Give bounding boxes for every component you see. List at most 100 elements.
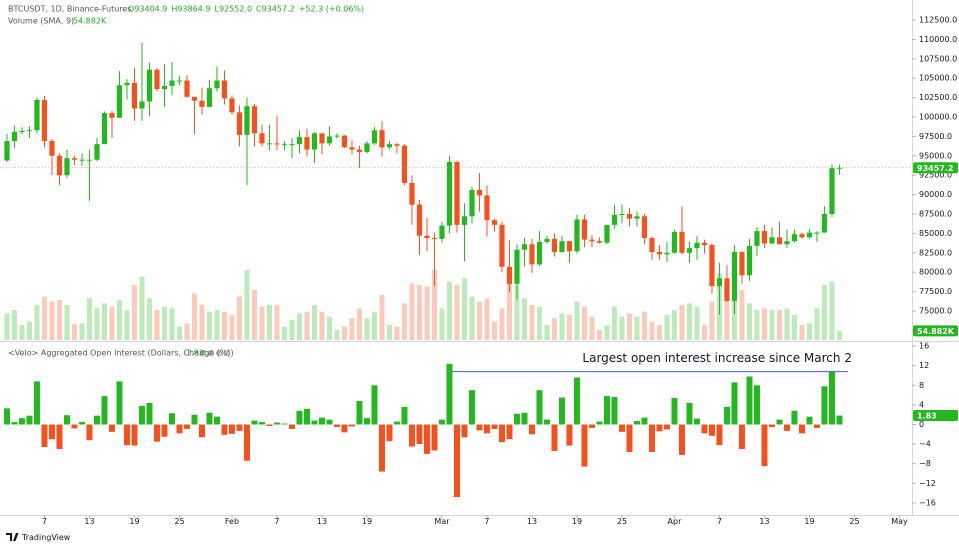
candle-body <box>236 112 243 135</box>
ohlc-value: C93457.2 <box>256 5 295 14</box>
oi-bar <box>521 412 528 425</box>
oi-bar <box>213 416 220 425</box>
oi-bar <box>228 424 235 434</box>
candle-body <box>326 136 333 144</box>
y-tick-label: 112500.0 <box>919 16 957 25</box>
volume-bar <box>671 310 677 340</box>
volume-bar <box>244 270 250 340</box>
volume-bar <box>214 310 220 340</box>
volume-bar <box>791 315 797 340</box>
volume-bar <box>341 326 347 340</box>
oi-bar <box>356 400 363 425</box>
ohlc-value: +52.3 (+0.06%) <box>299 5 364 14</box>
candle-body <box>596 241 603 243</box>
oi-bar <box>123 424 130 446</box>
candle-body <box>506 266 513 284</box>
volume-bar <box>446 281 452 340</box>
oi-bar <box>528 424 535 435</box>
volume-bar <box>131 285 137 340</box>
volume-bar <box>334 330 340 340</box>
volume-bar <box>686 303 692 340</box>
volume-bar <box>116 300 122 340</box>
candle-body <box>401 145 408 183</box>
oi-bar <box>423 424 430 454</box>
candle-body <box>559 241 565 253</box>
candle-body <box>641 216 648 239</box>
volume-bar <box>169 308 175 340</box>
oi-bar <box>731 382 738 425</box>
y-tick-label: 102500.0 <box>919 93 957 102</box>
volume-bar <box>199 305 205 340</box>
y-tick-label: −16 <box>919 498 936 507</box>
oi-bar <box>641 417 648 425</box>
candle-body <box>41 99 48 142</box>
legend-icons <box>200 350 230 356</box>
volume-bar <box>506 281 512 340</box>
x-tick-label: 7 <box>717 517 722 526</box>
oi-bar <box>273 422 280 425</box>
oi-bar <box>536 390 543 425</box>
oi-bar <box>393 421 400 425</box>
candle-body <box>836 167 843 169</box>
volume-bar <box>829 281 835 340</box>
oi-bar <box>603 396 610 425</box>
volume-bar <box>679 305 685 340</box>
candle-body <box>94 144 100 160</box>
oi-bar <box>648 424 655 452</box>
candle-body <box>791 234 798 242</box>
y-tick-label: 95000.0 <box>919 151 952 160</box>
candle-body <box>304 137 310 150</box>
oi-bar <box>146 402 153 425</box>
volume-bar <box>574 301 580 340</box>
oi-bar <box>93 415 100 425</box>
oi-bar <box>798 424 805 434</box>
volume-bar <box>34 305 40 340</box>
y-tick-label: 80000.0 <box>919 268 952 277</box>
volume-bar <box>656 325 662 340</box>
oi-bar <box>48 424 55 440</box>
volume-tag-bg <box>913 325 958 337</box>
oi-bar <box>153 424 160 442</box>
volume-bar <box>266 305 272 340</box>
oi-bar <box>26 415 33 425</box>
candle-body <box>634 216 640 219</box>
oi-bar <box>168 413 175 425</box>
oi-bar <box>78 422 85 425</box>
candle-body <box>259 133 265 144</box>
volume-bar <box>566 315 572 340</box>
candle-body <box>776 237 783 245</box>
oi-bar <box>101 396 108 425</box>
volume-bar <box>626 313 632 340</box>
candle-body <box>761 231 768 244</box>
candle-body <box>319 133 325 144</box>
candle-body <box>266 143 273 145</box>
volume-bar <box>431 270 437 340</box>
volume-bar <box>529 305 535 340</box>
candle-body <box>154 69 160 90</box>
y-tick-label: 82500.0 <box>919 248 952 257</box>
candle-body <box>724 278 730 301</box>
candle-body <box>784 241 790 245</box>
oi-bar <box>566 424 573 446</box>
oi-bar <box>573 377 580 425</box>
candle-body <box>409 182 415 205</box>
oi-tag-bg <box>913 410 958 422</box>
volume-bar <box>41 296 47 340</box>
volume-bar <box>79 323 85 340</box>
volume-bar <box>424 286 430 340</box>
oi-bar <box>701 424 708 434</box>
volume-bar <box>221 311 227 340</box>
y-tick-label: 16 <box>919 342 929 351</box>
volume-bar <box>694 306 700 340</box>
x-tick-label: 19 <box>362 517 372 526</box>
volume-bar <box>356 308 362 340</box>
candle-body <box>101 113 108 145</box>
volume-bar <box>409 283 415 340</box>
candle-body <box>821 213 828 233</box>
volume-bar <box>304 311 310 340</box>
oi-bar <box>708 424 715 436</box>
y-tick-label: 100000.0 <box>919 113 957 122</box>
oi-bar <box>836 415 843 425</box>
candle-body <box>521 244 528 250</box>
oi-bar <box>251 420 258 425</box>
